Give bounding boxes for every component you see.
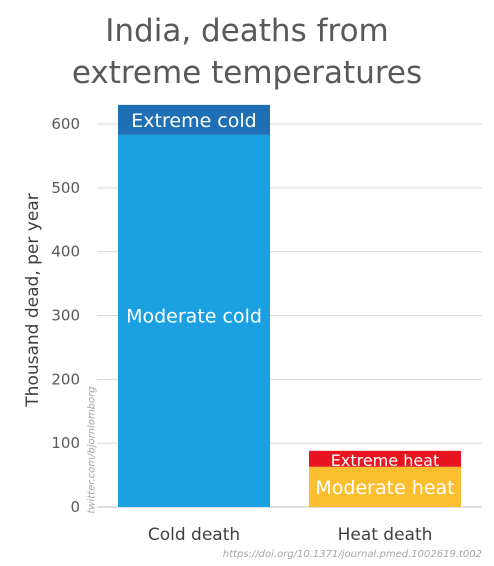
x-category-label: Cold death	[148, 525, 240, 545]
chart-title-line-1: India, deaths from	[105, 13, 389, 49]
segment-label-extreme-heat: Extreme heat	[331, 451, 440, 470]
y-tick-label: 200	[51, 370, 80, 388]
y-tick-label: 400	[51, 243, 80, 261]
bar-segment-extreme-cold	[118, 104, 270, 135]
source-link[interactable]: https://doi.org/10.1371/journal.pmed.100…	[222, 549, 482, 560]
bar-segment-moderate-cold	[118, 134, 270, 507]
segment-label-moderate-cold: Moderate cold	[126, 306, 262, 328]
y-tick-label: 0	[70, 498, 80, 516]
chart-title: India, deaths from extreme temperatures	[0, 10, 494, 94]
segment-label-extreme-cold: Extreme cold	[131, 110, 256, 132]
y-tick-label: 100	[51, 434, 80, 452]
x-category-label: Heat death	[338, 525, 433, 545]
bar-segment-moderate-heat	[309, 466, 461, 507]
chart-title-line-2: extreme temperatures	[71, 55, 423, 91]
segment-label-moderate-heat: Moderate heat	[315, 477, 454, 499]
watermark: twitter.com/bjornlomborg	[86, 386, 98, 514]
bar-segment-extreme-heat	[309, 450, 461, 467]
y-tick-label: 600	[51, 115, 80, 133]
y-tick-label: 300	[51, 307, 80, 325]
y-tick-label: 500	[51, 179, 80, 197]
